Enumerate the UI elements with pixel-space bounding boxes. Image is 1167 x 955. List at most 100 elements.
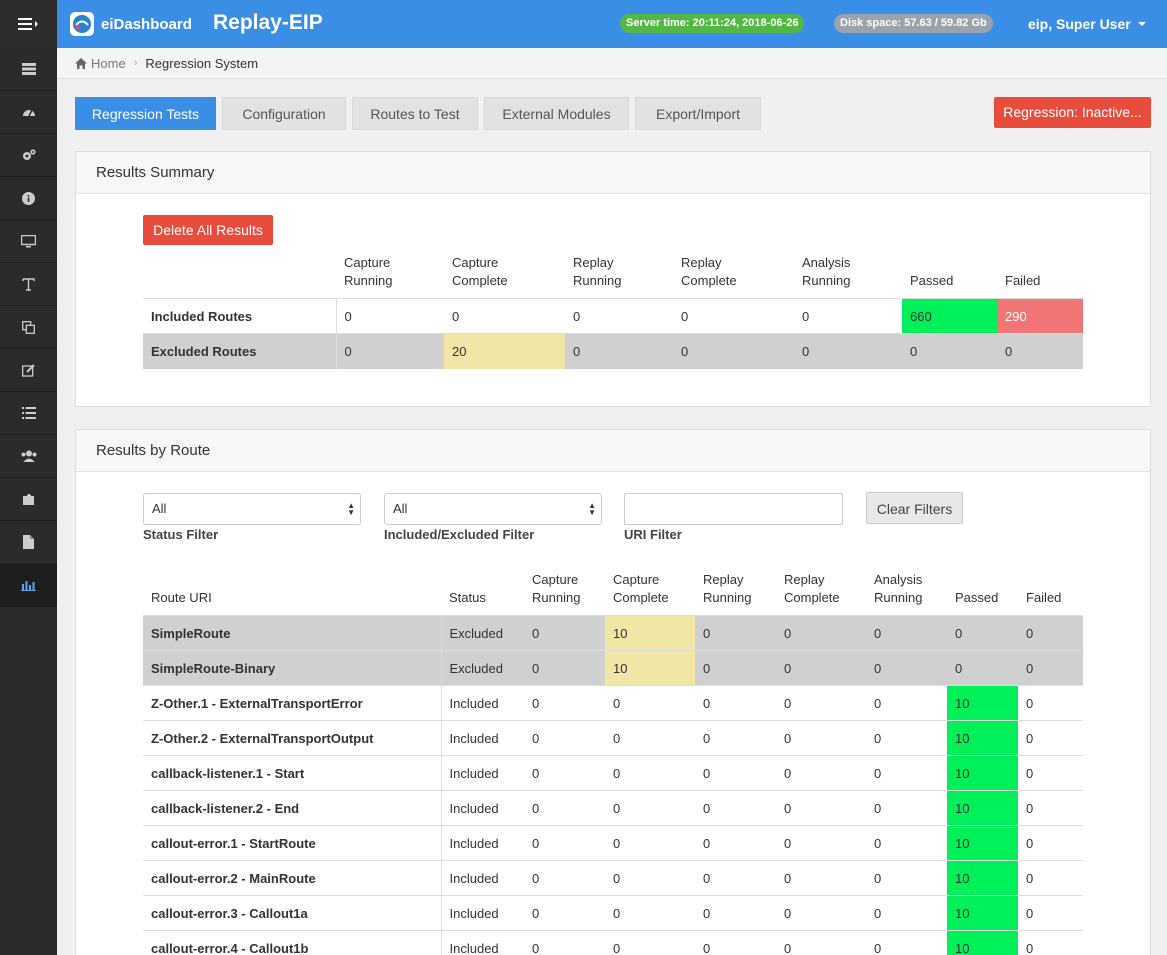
cell-capture-complete: 0 bbox=[605, 895, 695, 931]
route-uri: callout-error.2 - MainRoute bbox=[143, 860, 441, 896]
column-header-capture-complete[interactable]: Capture Complete bbox=[613, 572, 669, 605]
user-menu[interactable]: eip, Super User bbox=[1028, 16, 1147, 32]
cell-capture-running: 0 bbox=[524, 895, 605, 931]
column-header-analysis-running[interactable]: Analysis Running bbox=[874, 572, 923, 605]
results-summary-panel: Results Summary Delete All Results Captu… bbox=[75, 151, 1151, 407]
cell-passed: 10 bbox=[947, 895, 1018, 931]
uri-filter-input[interactable] bbox=[624, 493, 843, 525]
table-row[interactable]: SimpleRoute Excluded 0 10 0 0 0 0 0 bbox=[143, 615, 1083, 651]
uri-filter-label: URI Filter bbox=[624, 527, 682, 542]
cell-capture-running: 0 bbox=[335, 333, 444, 369]
sidebar-item-regression[interactable] bbox=[0, 564, 57, 607]
cell-failed: 290 bbox=[997, 298, 1083, 334]
routes-table: Route URI Status Capture Running Capture C… bbox=[143, 571, 1083, 955]
app-title: Replay-EIP bbox=[213, 11, 323, 34]
sidebar-item-monitor[interactable] bbox=[0, 220, 57, 263]
sidebar-item-users[interactable] bbox=[0, 435, 57, 478]
cell-replay-running: 0 bbox=[695, 825, 776, 861]
sidebar-item-dashboard[interactable] bbox=[0, 91, 57, 134]
cell-replay-complete: 0 bbox=[776, 860, 866, 896]
table-row[interactable]: callout-error.2 - MainRoute Included 0 0… bbox=[143, 860, 1083, 896]
cell-passed: 10 bbox=[947, 825, 1018, 861]
cell-analysis-running: 0 bbox=[794, 333, 902, 369]
route-uri: SimpleRoute bbox=[143, 615, 441, 651]
caret-down-icon bbox=[1137, 22, 1146, 26]
cell-analysis-running: 0 bbox=[866, 650, 947, 686]
tab-export-import[interactable]: Export/Import bbox=[635, 97, 761, 130]
cell-replay-running: 0 bbox=[695, 720, 776, 756]
column-header-passed[interactable]: Passed bbox=[955, 590, 999, 605]
cell-capture-complete: 0 bbox=[605, 790, 695, 826]
sidebar-item-server[interactable] bbox=[0, 48, 57, 91]
route-status: Included bbox=[440, 790, 524, 826]
cell-passed: 660 bbox=[902, 298, 997, 334]
route-uri: SimpleRoute-Binary bbox=[143, 650, 441, 686]
cell-capture-running: 0 bbox=[524, 650, 605, 686]
results-summary-title: Results Summary bbox=[76, 152, 1150, 194]
route-status: Excluded bbox=[440, 615, 524, 651]
table-row[interactable]: callout-error.3 - Callout1a Included 0 0… bbox=[143, 895, 1083, 931]
cell-capture-complete: 10 bbox=[605, 650, 695, 686]
table-row[interactable]: callback-listener.2 - End Included 0 0 0… bbox=[143, 790, 1083, 826]
row-label: Included Routes bbox=[143, 298, 336, 334]
regression-status-button[interactable]: Regression: Inactive... bbox=[994, 97, 1151, 128]
cell-failed: 0 bbox=[1018, 825, 1083, 861]
table-row[interactable]: Z-Other.2 - ExternalTransportOutput Incl… bbox=[143, 720, 1083, 756]
disk-space-badge: Disk space: 57.63 / 59.82 Gb bbox=[834, 14, 993, 33]
column-header-failed[interactable]: Failed bbox=[1026, 590, 1062, 605]
breadcrumb-home[interactable]: Home bbox=[75, 56, 126, 71]
cell-analysis-running: 0 bbox=[866, 615, 947, 651]
tab-configuration[interactable]: Configuration bbox=[222, 97, 346, 130]
cell-replay-running: 0 bbox=[695, 860, 776, 896]
cell-replay-complete: 0 bbox=[776, 615, 866, 651]
cell-replay-running: 0 bbox=[695, 930, 776, 955]
clear-filters-button[interactable]: Clear Filters bbox=[866, 492, 963, 524]
tab-external-modules[interactable]: External Modules bbox=[484, 97, 629, 130]
cell-passed: 0 bbox=[947, 650, 1018, 686]
route-uri: callback-listener.1 - Start bbox=[143, 755, 441, 791]
table-row[interactable]: SimpleRoute-Binary Excluded 0 10 0 0 0 0… bbox=[143, 650, 1083, 686]
column-header-route-uri[interactable]: Route URI bbox=[151, 590, 212, 605]
delete-all-results-button[interactable]: Delete All Results bbox=[143, 215, 273, 245]
sidebar-item-edit[interactable] bbox=[0, 349, 57, 392]
menu-icon bbox=[17, 18, 38, 30]
column-header-capture-running[interactable]: Capture Running bbox=[532, 572, 581, 605]
column-header-status[interactable]: Status bbox=[449, 590, 486, 605]
cell-replay-running: 0 bbox=[565, 298, 673, 334]
logo[interactable]: eiDashboard bbox=[70, 12, 192, 36]
cell-analysis-running: 0 bbox=[794, 298, 902, 334]
table-row[interactable]: callout-error.4 - Callout1b Included 0 0… bbox=[143, 930, 1083, 955]
cell-replay-running: 0 bbox=[695, 685, 776, 721]
server-icon bbox=[21, 63, 36, 75]
table-row[interactable]: Z-Other.1 - ExternalTransportError Inclu… bbox=[143, 685, 1083, 721]
sidebar-item-settings[interactable] bbox=[0, 134, 57, 177]
route-uri: Z-Other.2 - ExternalTransportOutput bbox=[143, 720, 441, 756]
sidebar-toggle-button[interactable] bbox=[0, 0, 57, 48]
column-header-replay-running[interactable]: Replay Running bbox=[703, 572, 752, 605]
sidebar-item-list[interactable] bbox=[0, 392, 57, 435]
included-excluded-filter-select[interactable]: All ▲ ▼ bbox=[384, 493, 602, 525]
route-uri: callout-error.3 - Callout1a bbox=[143, 895, 441, 931]
summary-header-row: Capture Running Capture Complete Replay Run… bbox=[143, 254, 1083, 299]
cell-analysis-running: 0 bbox=[866, 895, 947, 931]
copy-icon bbox=[22, 320, 35, 334]
sidebar-item-text[interactable] bbox=[0, 263, 57, 306]
cell-replay-complete: 0 bbox=[776, 895, 866, 931]
sidebar-item-copy[interactable] bbox=[0, 306, 57, 349]
cell-capture-complete: 0 bbox=[605, 720, 695, 756]
sidebar-item-modules[interactable] bbox=[0, 478, 57, 521]
status-filter-select[interactable]: All ▲ ▼ bbox=[143, 493, 361, 525]
cell-passed: 10 bbox=[947, 720, 1018, 756]
column-header-replay-complete[interactable]: Replay Complete bbox=[784, 572, 840, 605]
table-row[interactable]: callback-listener.1 - Start Included 0 0… bbox=[143, 755, 1083, 791]
sidebar-item-info[interactable] bbox=[0, 177, 57, 220]
table-row[interactable]: callout-error.1 - StartRoute Included 0 … bbox=[143, 825, 1083, 861]
cell-capture-running: 0 bbox=[524, 685, 605, 721]
sidebar-item-files[interactable] bbox=[0, 521, 57, 564]
cell-passed: 10 bbox=[947, 755, 1018, 791]
column-header-capture-complete: Capture Complete bbox=[452, 255, 508, 288]
tab-regression-tests[interactable]: Regression Tests bbox=[75, 97, 216, 130]
select-arrows-icon: ▲ ▼ bbox=[347, 501, 355, 517]
tab-routes-to-test[interactable]: Routes to Test bbox=[352, 97, 478, 130]
cell-capture-complete: 0 bbox=[444, 298, 565, 334]
